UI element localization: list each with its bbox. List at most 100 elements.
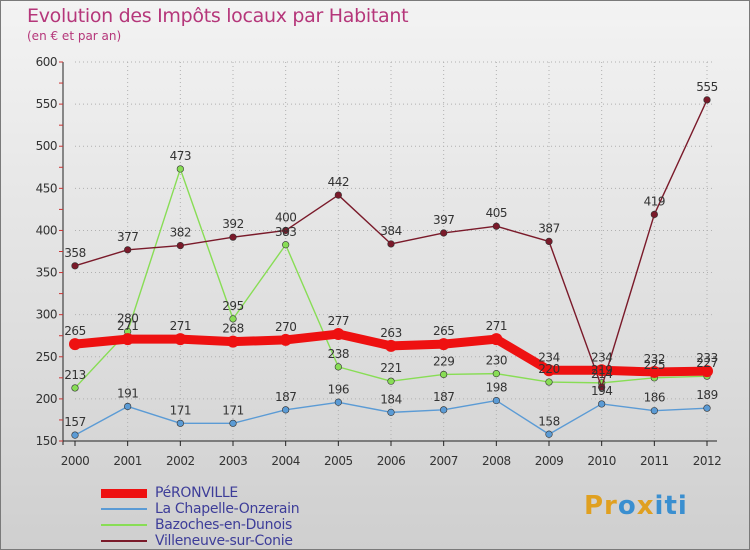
data-label: 220 [538, 362, 559, 376]
x-tick-label: 2007 [429, 454, 458, 468]
data-point [124, 402, 132, 411]
data-label: 397 [433, 213, 454, 227]
data-point [282, 406, 290, 414]
x-tick-label: 2010 [587, 454, 616, 468]
data-label: 270 [275, 320, 296, 334]
legend: PéRONVILLE La Chapelle-Onzerain Bazoches-e… [101, 485, 300, 549]
data-label: 158 [538, 414, 559, 428]
logo-part: Pr [584, 491, 618, 521]
data-label: 229 [433, 354, 454, 368]
data-label: 473 [170, 149, 191, 163]
logo-part: o [617, 491, 637, 521]
data-label: 358 [64, 246, 85, 260]
data-point [176, 419, 184, 427]
data-point [71, 262, 79, 270]
data-label: 196 [328, 382, 349, 396]
data-label: 377 [117, 230, 138, 244]
data-point [227, 335, 239, 348]
data-label: 263 [380, 326, 401, 340]
data-point [332, 328, 345, 341]
data-label: 194 [591, 384, 612, 398]
data-point [437, 338, 450, 351]
data-point [121, 333, 134, 346]
data-point [545, 430, 553, 438]
x-tick-label: 2002 [166, 454, 195, 468]
data-label: 189 [696, 388, 717, 402]
data-point [490, 333, 503, 346]
data-label: 271 [486, 319, 507, 333]
y-tick-label: 150 [36, 434, 57, 448]
data-label: 442 [328, 175, 349, 189]
data-label: 238 [328, 347, 349, 361]
data-point [440, 370, 448, 379]
data-point [124, 246, 132, 254]
proxiti-logo: Proxiti [584, 491, 688, 521]
data-point [703, 404, 711, 412]
data-label: 265 [433, 324, 454, 338]
data-point [69, 338, 81, 351]
legend-label: Bazoches-en-Dunois [155, 517, 293, 533]
data-label: 271 [117, 319, 138, 333]
data-label: 384 [380, 224, 401, 238]
data-point [229, 419, 237, 427]
y-tick-label: 350 [36, 266, 57, 280]
legend-label: PéRONVILLE [155, 485, 238, 501]
legend-swatch [101, 524, 147, 526]
x-tick-label: 2000 [61, 454, 90, 468]
data-label: 219 [591, 363, 612, 377]
data-point [176, 165, 184, 173]
data-point [440, 406, 448, 414]
data-point [650, 407, 658, 415]
legend-swatch [101, 488, 147, 498]
data-point [71, 384, 79, 392]
data-point [598, 383, 606, 391]
x-tick-label: 2009 [535, 454, 564, 468]
data-label: 280 [117, 312, 138, 326]
data-point [387, 408, 395, 416]
data-label: 233 [696, 351, 717, 365]
data-label: 230 [486, 354, 507, 368]
data-point [334, 191, 342, 199]
x-tick-label: 2008 [482, 454, 511, 468]
data-point [174, 333, 187, 346]
data-point [282, 241, 290, 249]
data-point [543, 364, 555, 377]
data-point [492, 222, 500, 230]
data-label: 382 [170, 226, 191, 240]
data-label: 400 [275, 210, 296, 224]
data-point [282, 226, 290, 235]
data-label: 383 [275, 225, 296, 239]
logo-part: iti [654, 491, 688, 521]
data-label: 234 [591, 350, 612, 364]
data-point [440, 229, 448, 237]
data-point [492, 396, 500, 405]
y-tick-label: 500 [36, 139, 57, 153]
data-point [71, 431, 79, 439]
data-label: 268 [222, 322, 243, 336]
data-point [595, 364, 608, 377]
x-tick-label: 2003 [219, 454, 248, 468]
data-label: 171 [170, 403, 191, 417]
y-tick-label: 300 [36, 308, 57, 322]
legend-label: La Chapelle-Onzerain [155, 501, 300, 517]
data-point [385, 339, 397, 352]
legend-swatch [101, 508, 147, 510]
data-label: 265 [64, 324, 85, 338]
data-label: 187 [275, 390, 296, 404]
data-point [598, 400, 606, 408]
data-label: 221 [380, 361, 401, 375]
x-tick-label: 2004 [271, 454, 300, 468]
data-point [334, 398, 342, 406]
data-point [701, 365, 713, 378]
y-tick-label: 250 [36, 350, 57, 364]
data-point [545, 378, 553, 386]
legend-item: La Chapelle-Onzerain [101, 501, 300, 517]
x-tick-label: 2012 [693, 454, 722, 468]
data-point [229, 315, 237, 323]
data-label: 277 [328, 314, 349, 328]
legend-item: Villeneuve-sur-Conie [101, 533, 299, 549]
data-label: 157 [64, 415, 85, 429]
data-label: 227 [696, 356, 717, 370]
x-tick-label: 2005 [324, 454, 353, 468]
